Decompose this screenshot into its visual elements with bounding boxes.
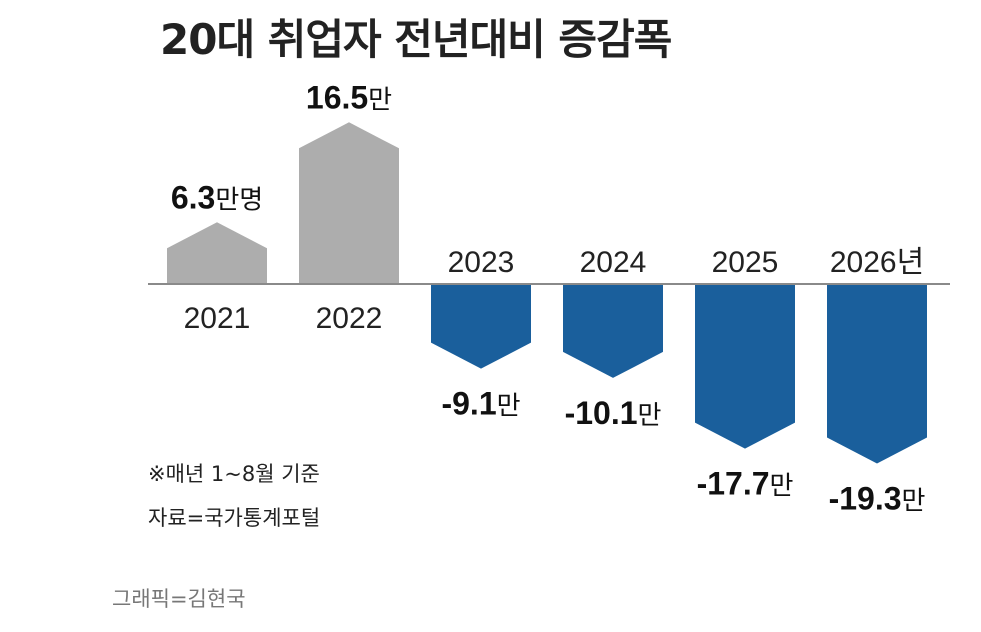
value-label-4: -17.7만 [697,466,794,502]
chart-title: 20대 취업자 전년대비 증감폭 [160,15,672,64]
value-label-1: 16.5만 [306,79,392,115]
bar-0 [167,222,267,284]
bar-3 [563,284,663,378]
category-label-4: 2025 [712,246,779,279]
category-label-1: 2022 [316,302,383,335]
bar-2 [431,284,531,369]
bar-5 [827,284,927,464]
value-label-5: -19.3만 [829,480,926,516]
value-label-0: 6.3만명 [171,179,263,215]
category-label-0: 2021 [184,302,251,335]
bar-1 [299,122,399,284]
category-label-2: 2023 [448,246,515,279]
note-source: 자료=국가통계포털 [148,506,321,530]
value-label-3: -10.1만 [565,395,662,431]
category-label-3: 2024 [580,246,647,279]
graphic-credit: 그래픽=김현국 [112,587,246,611]
note-basis: ※매년 1~8월 기준 [148,462,320,486]
category-label-5: 2026년 [830,246,924,279]
bar-4 [695,284,795,449]
value-label-2: -9.1만 [441,386,520,422]
